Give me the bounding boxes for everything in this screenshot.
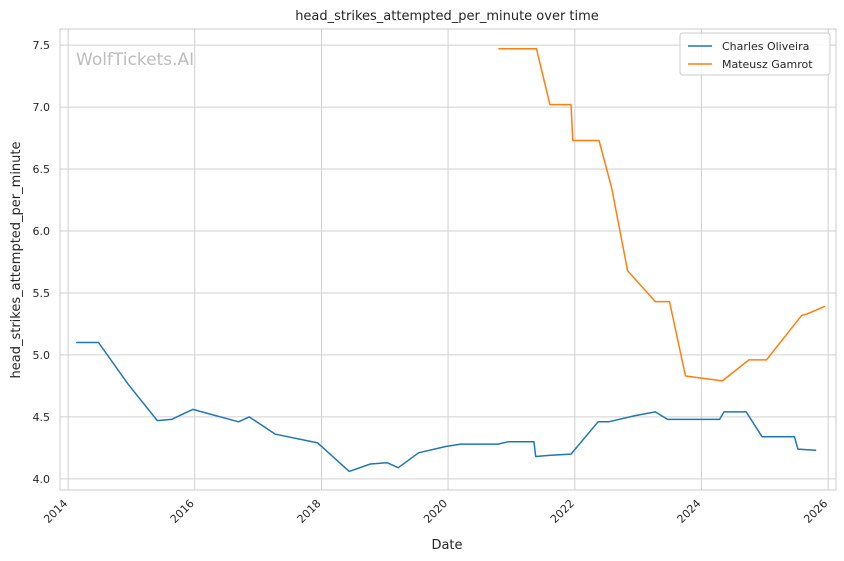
legend: Charles Oliveira Mateusz Gamrot — [679, 32, 831, 76]
y-axis-label: head_strikes_attempted_per_minute — [9, 142, 24, 379]
series-line-mateusz-gamrot — [498, 48, 826, 382]
y-tick-label-5-0: 5.0 — [33, 349, 51, 362]
y-tick-label-4-5: 4.5 — [33, 411, 51, 424]
y-tick-label-4-0: 4.0 — [33, 473, 51, 486]
legend-label-charles-oliveira: Charles Oliveira — [722, 40, 809, 53]
legend-box — [679, 32, 831, 76]
plot-frame — [59, 28, 837, 491]
y-tick-label-6-5: 6.5 — [33, 163, 51, 176]
chart-title: head_strikes_attempted_per_minute over t… — [295, 9, 599, 24]
y-tick-label-7-5: 7.5 — [33, 39, 51, 52]
y-tick-label-5-5: 5.5 — [33, 287, 51, 300]
series-line-charles-oliveira — [76, 341, 817, 473]
series-lines — [76, 48, 826, 473]
y-tick-label-6-0: 6.0 — [33, 225, 51, 238]
watermark-text: WolfTickets.AI — [76, 50, 194, 70]
y-tick-label-7-0: 7.0 — [33, 101, 51, 114]
x-gridlines — [67, 29, 829, 490]
x-axis-label: Date — [431, 538, 462, 553]
y-tick-labels: 4.0 4.5 5.0 5.5 6.0 6.5 7.0 7.5 — [33, 39, 51, 486]
legend-label-mateusz-gamrot: Mateusz Gamrot — [722, 58, 813, 71]
y-gridlines — [60, 44, 836, 480]
